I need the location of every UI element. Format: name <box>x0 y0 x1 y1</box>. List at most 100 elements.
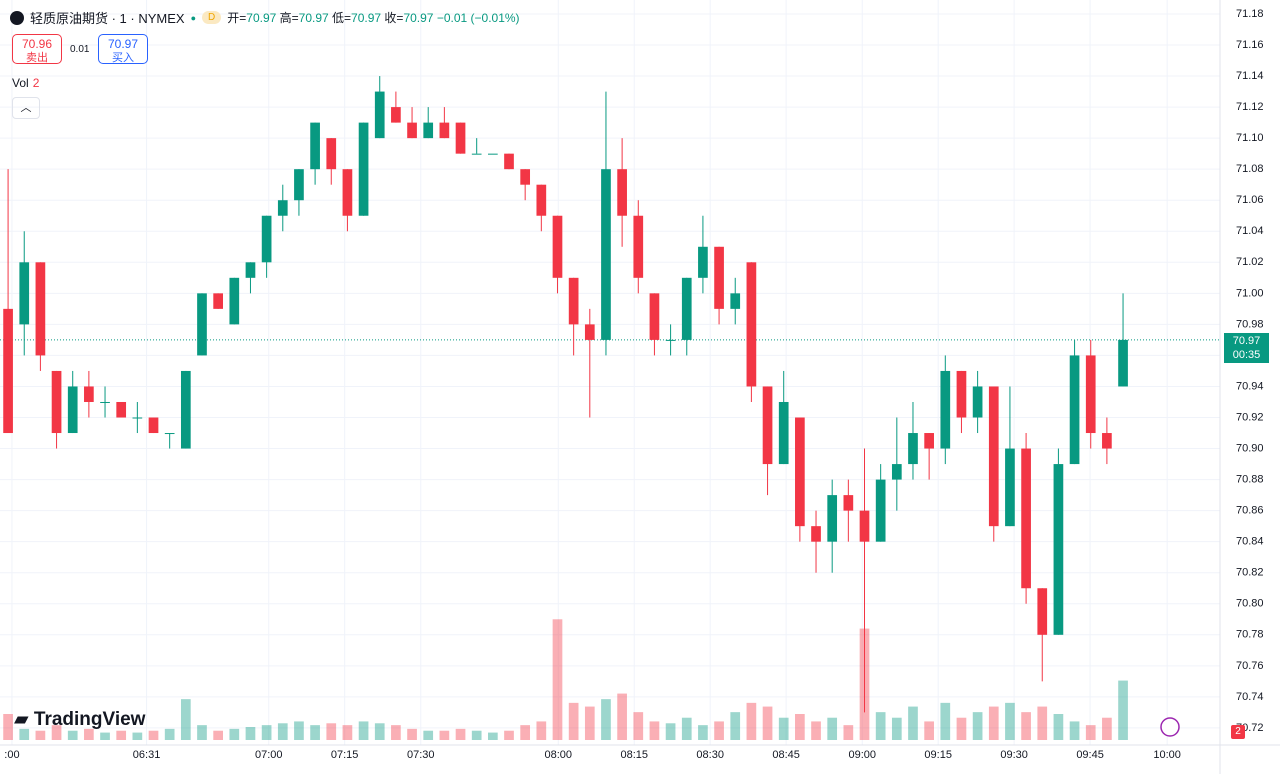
volume-bar <box>423 730 434 740</box>
candle-body <box>568 277 579 325</box>
volume-bar <box>84 728 94 740</box>
y-tick-label: 70.76 <box>1236 660 1264 672</box>
volume-bar <box>1021 712 1031 740</box>
volume-bar <box>1069 721 1080 740</box>
y-tick-label: 70.88 <box>1236 474 1264 486</box>
volume-bar <box>213 730 223 740</box>
y-tick-label: 71.06 <box>1236 194 1264 206</box>
candle-body <box>617 169 627 216</box>
candle-body <box>730 293 741 309</box>
y-tick-label: 71.10 <box>1236 132 1264 144</box>
volume-bar <box>294 721 304 740</box>
candle-body <box>584 324 595 340</box>
volume-bar <box>827 717 838 740</box>
volume-bar <box>601 699 611 740</box>
buy-button[interactable]: 70.97 买入 <box>98 34 148 64</box>
candle-body <box>471 153 482 155</box>
volume-bar <box>908 706 918 740</box>
volume-bar <box>795 714 805 740</box>
change: −0.01 (−0.01%) <box>436 11 520 25</box>
candle-body <box>342 169 353 216</box>
candle-body <box>132 417 143 419</box>
candle-body <box>116 401 127 418</box>
x-tick-label: 08:00 <box>545 749 573 761</box>
alert-icon <box>1160 717 1180 737</box>
volume-bar <box>762 706 773 740</box>
ohlc: 开=70.97 高=70.97 低=70.97 收=70.97 −0.01 (−… <box>227 9 519 26</box>
sell-button[interactable]: 70.96 卖出 <box>12 34 62 64</box>
volume-bar <box>245 727 256 740</box>
volume-bar <box>1053 714 1064 740</box>
volume-bar <box>778 717 789 740</box>
candle-body <box>148 417 159 434</box>
candle-body <box>245 262 256 278</box>
volume-bar <box>584 706 595 740</box>
logo-text: TradingView <box>33 709 146 730</box>
price-tag-price: 70.97 <box>1232 335 1261 347</box>
volume-bar <box>229 728 240 740</box>
volume-bar <box>164 728 175 740</box>
candle-body <box>35 262 46 356</box>
candle-body <box>326 138 337 170</box>
volume-bar <box>342 725 353 740</box>
volume-bar <box>730 712 741 740</box>
volume-bar <box>633 712 644 740</box>
candle-body <box>229 277 240 325</box>
volume-bar <box>504 730 514 740</box>
candle-body <box>164 433 175 435</box>
volume-bar <box>35 730 46 740</box>
price-tag-countdown: 00:35 <box>1232 349 1261 361</box>
volume-bar <box>520 725 531 740</box>
y-tick-label: 70.94 <box>1236 380 1264 392</box>
candle-body <box>698 246 708 278</box>
volume-bar <box>3 714 13 740</box>
candle-body <box>908 433 918 465</box>
volume-bar <box>407 728 417 740</box>
candle-body <box>67 386 78 434</box>
volume-bar <box>374 723 385 740</box>
x-tick-label: 09:15 <box>924 749 952 761</box>
volume-bar <box>940 702 951 740</box>
logo[interactable]: ▰ TradingView <box>14 709 146 730</box>
volume-value: 2 <box>32 76 40 90</box>
y-tick-label: 70.78 <box>1236 629 1264 641</box>
candle-body <box>213 293 223 309</box>
volume-bar <box>988 706 999 740</box>
x-tick-label: 09:45 <box>1076 749 1104 761</box>
candle-body <box>827 495 838 542</box>
x-tick-label: 07:30 <box>407 749 435 761</box>
candle-body <box>261 215 272 263</box>
buy-price: 70.97 <box>107 37 139 51</box>
volume-bar <box>617 693 627 740</box>
volume-bar <box>261 725 272 740</box>
volume-bar <box>665 723 676 740</box>
candle-body <box>1102 433 1112 449</box>
candle-body <box>197 293 207 356</box>
volume-bar <box>1085 725 1096 740</box>
volume-bar <box>552 619 563 740</box>
candle-body <box>423 122 434 139</box>
collapse-button[interactable]: ︿ <box>12 97 40 119</box>
candle-body <box>1021 448 1031 589</box>
volume-bar <box>1118 680 1128 740</box>
candle-body <box>956 370 967 418</box>
x-tick-label: 09:00 <box>848 749 876 761</box>
candle-body <box>407 122 417 139</box>
candle-body <box>439 122 450 139</box>
y-tick-label: 70.86 <box>1236 505 1264 517</box>
candle-body <box>972 386 983 418</box>
candle-body <box>504 153 514 170</box>
symbol[interactable]: 轻质原油期货 · 1 · NYMEX <box>30 11 185 26</box>
header: 轻质原油期货 · 1 · NYMEX ● D 开=70.97 高=70.97 低… <box>10 8 520 27</box>
y-tick-label: 70.98 <box>1236 318 1264 330</box>
y-tick-label: 71.08 <box>1236 163 1264 175</box>
candle-body <box>795 417 805 527</box>
candle-body <box>649 293 660 340</box>
candle-body <box>891 464 902 480</box>
alert-badge[interactable]: 2 <box>1231 725 1245 739</box>
y-tick-label: 71.12 <box>1236 101 1264 113</box>
volume-bar <box>67 730 78 740</box>
y-tick-label: 71.02 <box>1236 256 1264 268</box>
